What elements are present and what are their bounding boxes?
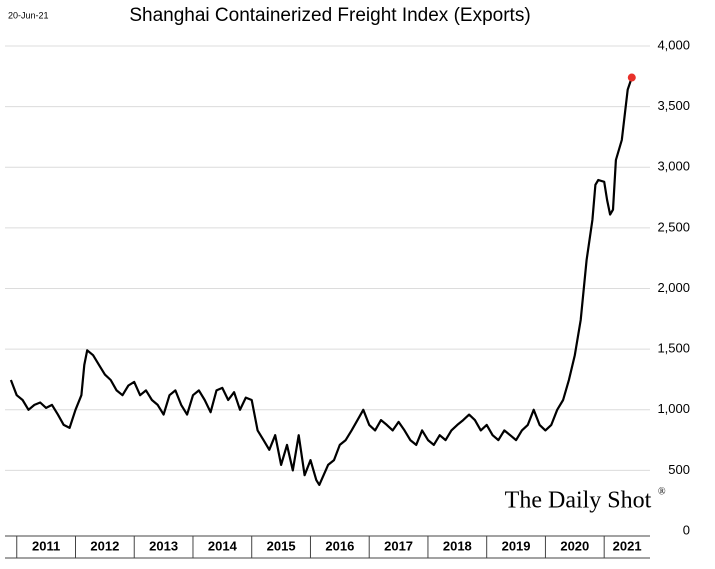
y-tick-label: 1,000 [657,401,690,416]
x-tick-label: 2018 [443,538,472,553]
y-tick-label: 1,500 [657,341,690,356]
series-line [9,77,633,486]
y-tick-label: 2,000 [657,280,690,295]
x-tick-label: 2020 [560,538,589,553]
y-tick-label: 4,000 [657,37,690,52]
last-point [627,73,636,82]
y-tick-label: 0 [683,522,690,537]
x-tick-label: 2013 [149,538,178,553]
x-tick-label: 2015 [267,538,296,553]
date-label: 20-Jun-21 [8,10,49,20]
x-tick-label: 2012 [90,538,119,553]
watermark-mark: ® [658,486,666,497]
x-tick-label: 2016 [325,538,354,553]
watermark: The Daily Shot [505,488,652,514]
y-tick-label: 3,500 [657,98,690,113]
y-tick-label: 3,000 [657,159,690,174]
y-tick-label: 500 [668,462,690,477]
x-tick-label: 2014 [208,538,238,553]
x-tick-label: 2011 [32,538,60,553]
x-tick-label: 2019 [502,538,531,553]
y-tick-label: 2,500 [657,219,690,234]
x-tick-label: 2021 [613,538,642,553]
x-tick-label: 2017 [384,538,413,553]
chart-title: Shanghai Containerized Freight Index (Ex… [129,5,530,26]
